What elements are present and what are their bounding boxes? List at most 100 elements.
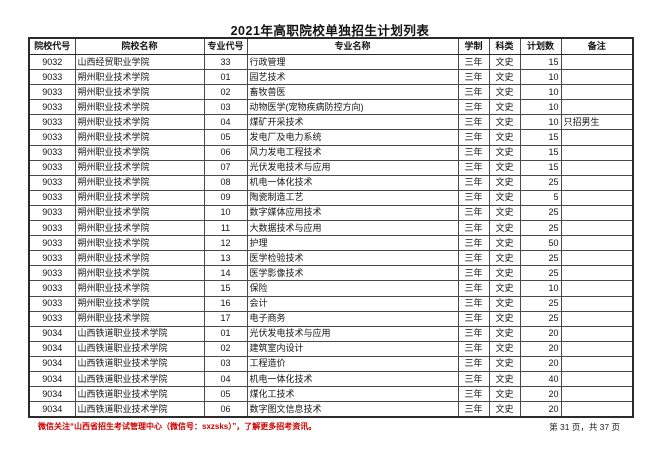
cell-college-code: 9033	[28, 220, 76, 237]
cell-subject-type: 文史	[488, 69, 521, 86]
cell-major-code: 08	[203, 174, 248, 191]
cell-major-name: 医学检验技术	[246, 250, 459, 267]
cell-major-name: 光伏发电技术与应用	[246, 325, 459, 342]
cell-plan-count: 25	[519, 295, 562, 312]
cell-major-name: 电子商务	[246, 310, 459, 327]
cell-plan-count: 10	[519, 114, 562, 131]
cell-duration: 三年	[457, 235, 490, 252]
table-body: 9032 山西经贸职业学院 33 行政管理 三年 文史 15 9033 朔州职业技术学院 01 园艺…	[28, 53, 634, 418]
cell-college-code: 9033	[28, 204, 76, 222]
cell-major-code: 13	[203, 250, 248, 267]
cell-plan-count: 15	[519, 159, 562, 176]
cell-major-name: 建筑室内设计	[246, 340, 459, 357]
cell-major-name: 畜牧兽医	[246, 84, 459, 101]
table-row: 9033 朔州职业技术学院 04 煤矿开采技术 三年 文史 10 只招男生	[28, 114, 634, 131]
cell-college-code: 9033	[28, 144, 76, 161]
cell-duration: 三年	[457, 310, 490, 327]
cell-remark	[560, 295, 634, 312]
cell-college-code: 9034	[28, 401, 76, 418]
cell-college-name: 朔州职业技术学院	[74, 310, 205, 327]
cell-college-code: 9033	[28, 84, 76, 101]
cell-remark	[560, 325, 634, 342]
cell-major-name: 风力发电工程技术	[246, 144, 459, 161]
cell-college-name: 朔州职业技术学院	[74, 114, 205, 131]
cell-duration: 三年	[457, 295, 490, 312]
cell-subject-type: 文史	[488, 370, 521, 388]
cell-remark	[560, 220, 634, 237]
cell-major-code: 05	[203, 129, 248, 146]
table-row: 9033 朔州职业技术学院 09 陶瓷制造工艺 三年 文史 5	[28, 189, 634, 206]
table-row: 9033 朔州职业技术学院 11 大数据技术与应用 三年 文史 25	[28, 220, 634, 237]
cell-major-name: 会计	[246, 295, 459, 312]
cell-major-code: 10	[203, 204, 248, 222]
cell-duration: 三年	[457, 189, 490, 206]
table-row: 9033 朔州职业技术学院 02 畜牧兽医 三年 文史 10	[28, 84, 634, 101]
cell-college-name: 朔州职业技术学院	[74, 189, 205, 206]
cell-subject-type: 文史	[488, 280, 521, 297]
cell-college-code: 9033	[28, 265, 76, 282]
cell-remark	[560, 159, 634, 176]
cell-major-code: 06	[203, 144, 248, 161]
cell-college-code: 9033	[28, 174, 76, 191]
table-row: 9033 朔州职业技术学院 14 医学影像技术 三年 文史 25	[28, 265, 634, 282]
cell-subject-type: 文史	[488, 295, 521, 312]
cell-college-code: 9034	[28, 325, 76, 342]
cell-major-code: 04	[203, 370, 248, 388]
cell-remark	[560, 310, 634, 327]
cell-plan-count: 15	[519, 53, 562, 71]
cell-plan-count: 50	[519, 235, 562, 252]
cell-subject-type: 文史	[488, 250, 521, 267]
cell-college-name: 朔州职业技术学院	[74, 129, 205, 146]
cell-college-name: 朔州职业技术学院	[74, 280, 205, 297]
cell-remark	[560, 99, 634, 116]
cell-major-name: 保险	[246, 280, 459, 297]
cell-remark	[560, 189, 634, 206]
cell-college-name: 朔州职业技术学院	[74, 204, 205, 222]
cell-college-name: 山西铁道职业技术学院	[74, 386, 205, 403]
cell-major-name: 机电一体化技术	[246, 174, 459, 191]
table-header-row: 院校代号 院校名称 专业代号 专业名称 学制 科类 计划数 备注	[28, 37, 634, 55]
column-header-plan-count: 计划数	[519, 37, 562, 55]
cell-major-code: 33	[203, 53, 248, 71]
cell-college-name: 朔州职业技术学院	[74, 265, 205, 282]
table-row: 9033 朔州职业技术学院 15 保险 三年 文史 10	[28, 280, 634, 297]
cell-remark	[560, 340, 634, 357]
cell-plan-count: 10	[519, 84, 562, 101]
cell-college-code: 9033	[28, 310, 76, 327]
cell-duration: 三年	[457, 204, 490, 222]
cell-major-code: 07	[203, 159, 248, 176]
cell-major-code: 04	[203, 114, 248, 131]
cell-major-code: 05	[203, 386, 248, 403]
cell-plan-count: 25	[519, 265, 562, 282]
table-row: 9034 山西铁道职业技术学院 06 数字图文信息技术 三年 文史 20	[28, 401, 634, 418]
cell-college-code: 9034	[28, 370, 76, 388]
cell-college-code: 9033	[28, 295, 76, 312]
cell-plan-count: 25	[519, 310, 562, 327]
cell-college-code: 9033	[28, 69, 76, 86]
cell-college-name: 朔州职业技术学院	[74, 220, 205, 237]
cell-major-code: 03	[203, 99, 248, 116]
cell-duration: 三年	[457, 386, 490, 403]
cell-subject-type: 文史	[488, 325, 521, 342]
column-header-subject-type: 科类	[488, 37, 521, 55]
cell-duration: 三年	[457, 129, 490, 146]
cell-subject-type: 文史	[488, 340, 521, 357]
cell-plan-count: 20	[519, 386, 562, 403]
cell-remark	[560, 204, 634, 222]
cell-remark	[560, 69, 634, 86]
cell-plan-count: 15	[519, 129, 562, 146]
cell-major-name: 大数据技术与应用	[246, 220, 459, 237]
cell-major-name: 园艺技术	[246, 69, 459, 86]
column-header-duration: 学制	[457, 37, 490, 55]
cell-subject-type: 文史	[488, 129, 521, 146]
cell-duration: 三年	[457, 265, 490, 282]
cell-duration: 三年	[457, 250, 490, 267]
cell-duration: 三年	[457, 159, 490, 176]
cell-major-code: 16	[203, 295, 248, 312]
cell-college-code: 9033	[28, 235, 76, 252]
cell-college-name: 山西铁道职业技术学院	[74, 325, 205, 342]
cell-plan-count: 20	[519, 340, 562, 357]
cell-college-name: 山西铁道职业技术学院	[74, 340, 205, 357]
cell-major-name: 护理	[246, 235, 459, 252]
cell-subject-type: 文史	[488, 265, 521, 282]
